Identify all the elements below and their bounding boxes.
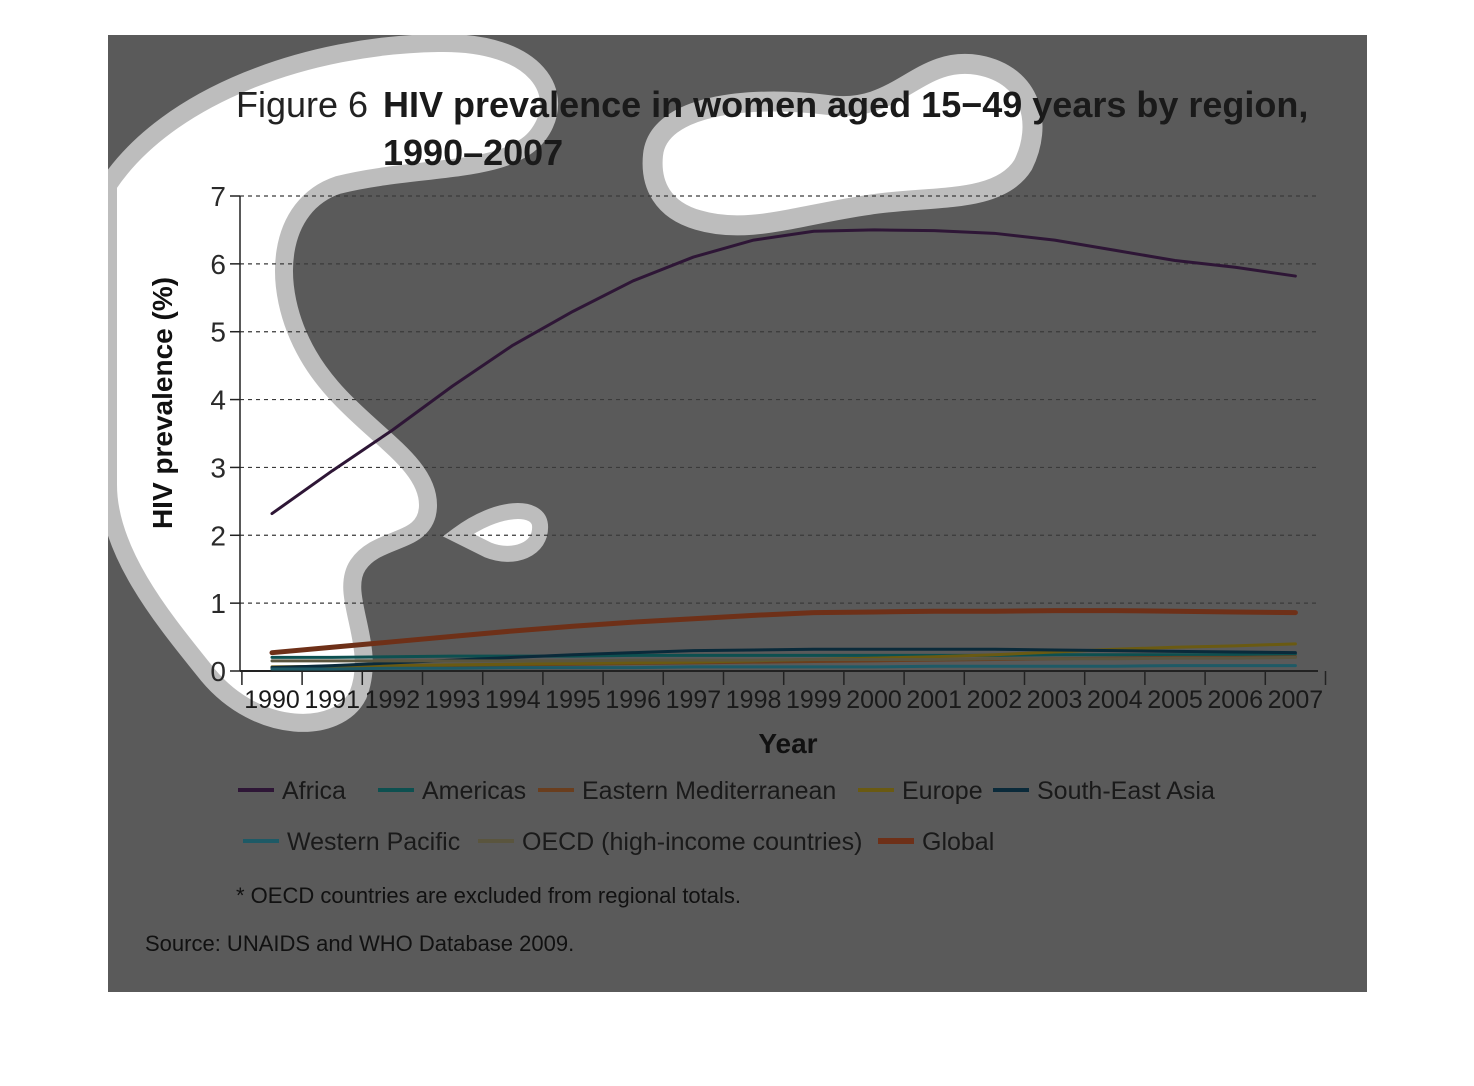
blob-top-right [642,53,1043,236]
y-tick-label-2: 2 [210,520,226,551]
chart-svg: Figure 6 HIV prevalence in women aged 15… [108,35,1327,956]
legend-label-oecd-high-income-countries: OECD (high-income countries) [522,828,862,856]
x-tick-label-2004: 2004 [1087,686,1143,714]
chart-title-line2: 1990–2007 [383,132,563,173]
chart-panel: Figure 6 HIV prevalence in women aged 15… [108,35,1367,992]
y-tick-label-6: 6 [210,249,226,280]
x-tick-label-1998: 1998 [726,686,782,714]
legend-label-eastern-mediterranean: Eastern Mediterranean [582,777,836,805]
x-tick-label-2002: 2002 [967,686,1023,714]
blob-bump [442,503,548,562]
legend: Africa Americas Eastern Mediterranean Europ… [238,777,1215,856]
figure-label: Figure 6 [236,84,368,125]
y-axis-title: HIV prevalence (%) [147,277,178,529]
x-tick-label-2001: 2001 [906,686,962,714]
x-tick-label-2003: 2003 [1027,686,1083,714]
y-tick-label-1: 1 [210,588,226,619]
series-line-western-pacific [270,664,1297,671]
legend-label-south-east-asia: South-East Asia [1037,777,1215,805]
x-tick-label-1993: 1993 [425,686,481,714]
x-tick-label-2006: 2006 [1207,686,1263,714]
series-line-global [269,608,1298,656]
series-line-americas [270,652,1297,659]
decorative-blobs [108,35,1043,732]
y-tick-label-7: 7 [210,181,226,212]
y-tick-label-3: 3 [210,452,226,483]
series-line-africa [270,228,1297,516]
x-tick-label-2005: 2005 [1147,686,1203,714]
x-tick-label-1999: 1999 [786,686,842,714]
y-tick-label-0: 0 [210,656,226,687]
legend-label-global: Global [922,828,994,856]
x-tick-label-1994: 1994 [485,686,541,714]
x-tick-label-1990: 1990 [244,686,300,714]
x-tick-label-2007: 2007 [1268,686,1324,714]
y-tick-label-5: 5 [210,317,226,348]
x-tick-label-2000: 2000 [846,686,902,714]
chart-title-line1: HIV prevalence in women aged 15−49 years… [383,84,1308,125]
y-tick-label-4: 4 [210,385,226,416]
x-tick-label-1991: 1991 [304,686,360,714]
legend-label-americas: Americas [422,777,526,805]
legend-label-europe: Europe [902,777,983,805]
legend-label-western-pacific: Western Pacific [287,828,460,856]
x-axis-ticks: 1990 1991 1992 1993 1994 1995 1996 1997 1998 1999… [241,671,1327,714]
x-axis-title: Year [758,728,817,759]
x-tick-label-1992: 1992 [365,686,421,714]
x-tick-label-1996: 1996 [605,686,661,714]
x-tick-label-1995: 1995 [545,686,601,714]
legend-label-africa: Africa [282,777,346,805]
y-axis-ticks: 0 1 2 3 4 5 6 7 [210,181,240,687]
data-series [269,228,1298,671]
series-line-oecd-high-income-countries [270,655,1297,663]
footnote: * OECD countries are excluded from regio… [236,883,741,908]
axes [239,196,1318,672]
x-tick-label-1997: 1997 [666,686,722,714]
blob-left [108,35,559,732]
gridlines [240,195,1318,604]
source-note: Source: UNAIDS and WHO Database 2009. [145,931,574,956]
